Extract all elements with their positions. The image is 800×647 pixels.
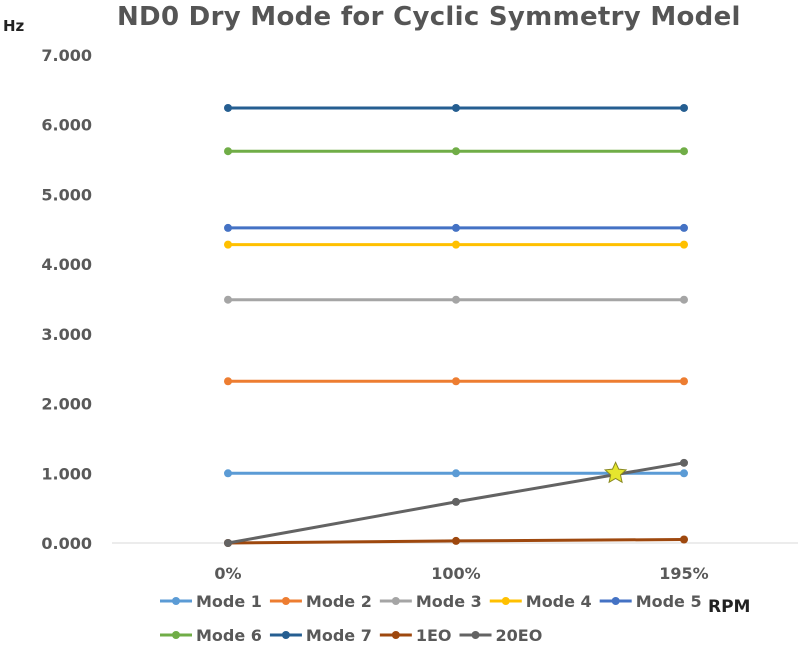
x-tick-label: 100% — [431, 564, 480, 583]
data-point-mode-1 — [224, 469, 232, 478]
data-point-mode-4 — [224, 240, 232, 249]
x-tick-label: 0% — [214, 564, 241, 583]
intersection-star-marker — [603, 461, 628, 484]
data-point-mode-3 — [680, 295, 688, 304]
legend-item-mode-6: Mode 6 — [160, 626, 262, 645]
data-point-1eo — [680, 535, 688, 544]
data-point-mode-2 — [680, 377, 688, 386]
data-point-mode-3 — [452, 295, 460, 304]
legend-item-mode-3: Mode 3 — [379, 592, 482, 611]
y-tick-label: 0.000 — [41, 534, 92, 553]
data-point-1eo — [452, 536, 460, 545]
legend-item-mode-4: Mode 4 — [489, 592, 592, 611]
data-point-mode-4 — [452, 240, 460, 249]
legend-label: Mode 1 — [196, 592, 262, 611]
y-tick-label: 1.000 — [41, 464, 92, 483]
legend-label: 20EO — [496, 626, 543, 645]
data-point-mode-7 — [452, 103, 460, 112]
data-point-mode-5 — [224, 223, 232, 232]
data-point-20eo — [224, 539, 232, 547]
y-tick-label: 4.000 — [41, 255, 92, 274]
data-point-20eo — [680, 458, 688, 467]
legend-label: Mode 4 — [526, 592, 592, 611]
legend-swatch-dot — [172, 631, 180, 639]
data-point-mode-6 — [680, 147, 688, 156]
legend-swatch-dot — [391, 631, 400, 639]
data-point-mode-3 — [224, 295, 232, 304]
y-tick-label: 2.000 — [41, 395, 92, 414]
legend-label: Mode 2 — [306, 592, 372, 611]
y-tick-label: 7.000 — [41, 46, 92, 65]
data-point-mode-7 — [224, 103, 232, 112]
y-axis-unit-label: Hz — [3, 17, 25, 35]
legend-item-1eo: 1EO — [379, 626, 452, 645]
x-axis-unit-label: RPM — [708, 597, 751, 617]
data-point-mode-1 — [680, 469, 688, 478]
legend-label: Mode 6 — [196, 626, 262, 645]
legend-swatch-dot — [501, 597, 510, 605]
legend-swatch-dot — [391, 597, 400, 605]
legend-item-mode-1: Mode 1 — [160, 592, 262, 611]
y-tick-label: 6.000 — [41, 116, 92, 135]
legend-label: Mode 3 — [416, 592, 482, 611]
data-point-mode-5 — [452, 223, 460, 232]
x-tick-label: 195% — [659, 564, 708, 583]
legend-swatch-dot — [281, 631, 290, 639]
legend-swatch-dot — [172, 597, 180, 605]
legend-label: Mode 5 — [636, 592, 702, 611]
data-point-mode-2 — [452, 377, 460, 386]
data-point-mode-1 — [452, 469, 460, 478]
data-point-20eo — [452, 497, 460, 506]
data-point-mode-4 — [680, 240, 688, 249]
legend-item-mode-5: Mode 5 — [599, 592, 702, 611]
legend-item-20eo: 20EO — [459, 626, 543, 645]
y-tick-label: 3.000 — [41, 325, 92, 344]
data-point-mode-6 — [452, 147, 460, 156]
legend-swatch-dot — [471, 631, 480, 639]
legend-label: Mode 7 — [306, 626, 372, 645]
data-point-mode-2 — [224, 377, 232, 386]
legend-swatch-dot — [611, 597, 620, 605]
legend-swatch-dot — [281, 597, 290, 605]
data-point-mode-7 — [680, 103, 688, 112]
data-point-mode-5 — [680, 223, 688, 232]
legend-item-mode-7: Mode 7 — [269, 626, 372, 645]
data-point-mode-6 — [224, 147, 232, 156]
y-tick-label: 5.000 — [41, 185, 92, 204]
legend-label: 1EO — [416, 626, 452, 645]
chart-title: ND0 Dry Mode for Cyclic Symmetry Model — [117, 2, 741, 32]
legend-item-mode-2: Mode 2 — [269, 592, 372, 611]
